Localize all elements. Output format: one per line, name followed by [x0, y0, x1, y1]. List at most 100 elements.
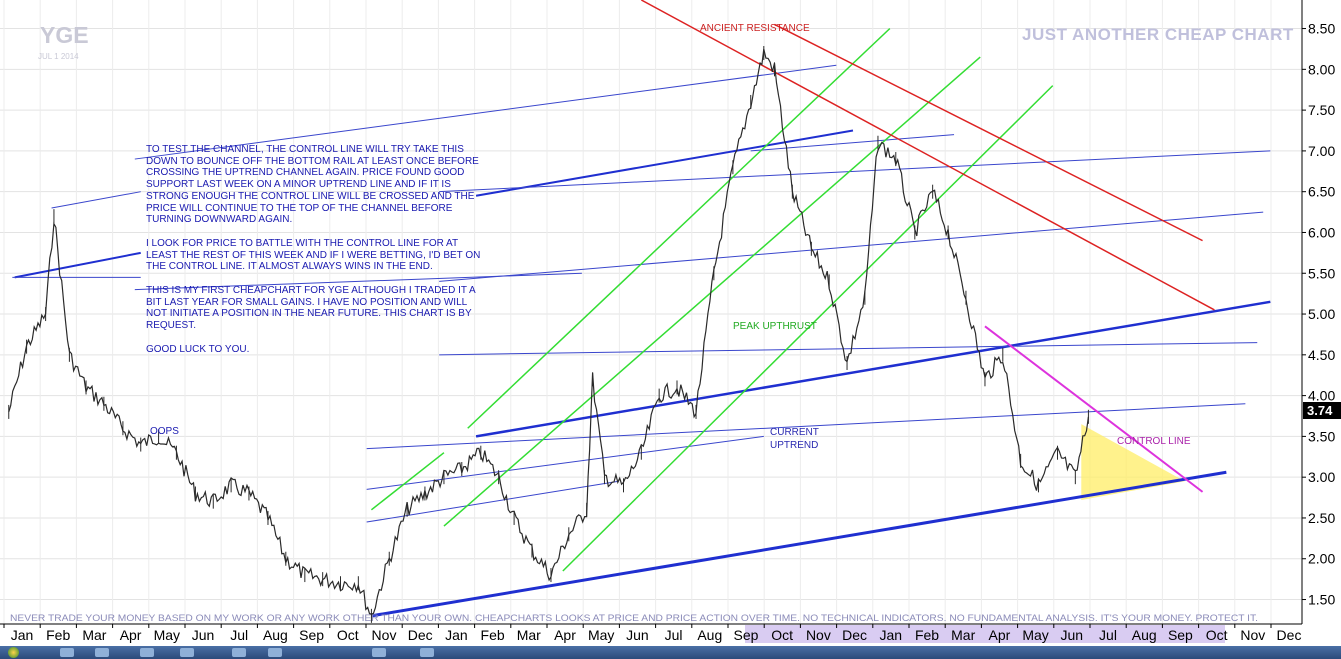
y-tick-label: 5.50: [1308, 265, 1335, 281]
x-tick-label: Oct: [771, 627, 793, 643]
note-paragraph: I LOOK FOR PRICE TO BATTLE WITH THE CONT…: [146, 237, 481, 273]
x-tick-label: Jun: [626, 627, 649, 643]
x-tick-label: Sep: [299, 627, 324, 643]
taskbar-button[interactable]: [372, 648, 386, 657]
channel-rail: [14, 251, 141, 279]
y-tick-label: 7.00: [1308, 143, 1335, 159]
taskbar-button[interactable]: [268, 648, 282, 657]
x-tick-label: Aug: [1132, 627, 1157, 643]
x-tick-label: Aug: [263, 627, 288, 643]
x-tick-label: Oct: [1206, 627, 1228, 643]
x-tick-label: Sep: [734, 627, 759, 643]
trend-lines: [12, 0, 1271, 618]
price-series: [8, 46, 1089, 623]
channel-thin-line: [439, 211, 1264, 282]
x-tick-label: Jun: [1061, 627, 1084, 643]
x-tick-label: Jan: [11, 627, 34, 643]
control-triangle: [1081, 424, 1185, 501]
last-price-badge: 3.74: [1303, 402, 1341, 419]
chart-grid: [0, 0, 1302, 624]
annotation-uptrend: UPTREND: [770, 440, 818, 451]
y-tick-label: 6.50: [1308, 184, 1335, 200]
y-tick-label: 2.00: [1308, 551, 1335, 567]
channel-thin-line: [134, 64, 837, 160]
x-tick-label: Jul: [665, 627, 683, 643]
annotation-oops: OOPS: [150, 426, 179, 437]
y-tick-label: 8.00: [1308, 61, 1335, 77]
y-tick-label: 6.00: [1308, 224, 1335, 240]
y-tick-label: 1.50: [1308, 592, 1335, 608]
price-line: [8, 48, 1089, 615]
x-tick-label: May: [154, 627, 180, 643]
start-orb-icon[interactable]: [8, 647, 19, 658]
taskbar-button[interactable]: [140, 648, 154, 657]
x-axis-highlight: [745, 625, 1225, 643]
x-tick-label: Jan: [880, 627, 903, 643]
y-tick-label: 7.50: [1308, 102, 1335, 118]
resistance-line: [640, 0, 1215, 311]
x-tick-label: Jan: [445, 627, 468, 643]
taskbar-button[interactable]: [420, 648, 434, 657]
y-axis: 8.50 8.00 7.50 7.00 6.50 6.00 5.50 5.00 4.50 4.00…: [1301, 0, 1335, 624]
annotation-peak-upthrust: PEAK UPTHRUST: [733, 321, 817, 332]
channel-thin-line: [51, 191, 141, 209]
x-tick-label: Mar: [82, 627, 106, 643]
x-tick-label: Dec: [1277, 627, 1302, 643]
y-tick-label: 5.00: [1308, 306, 1335, 322]
ticker-label: YGE: [40, 22, 89, 48]
x-tick-label: Apr: [989, 627, 1011, 643]
channel-thin-line: [439, 150, 1271, 193]
channel-thin-line: [366, 403, 1246, 450]
taskbar-button[interactable]: [60, 648, 74, 657]
y-tick-label: 4.50: [1308, 347, 1335, 363]
x-tick-label: Oct: [337, 627, 359, 643]
green-channel-line: [467, 28, 891, 429]
x-axis: Jan Feb Mar Apr May Jun Jul Aug Sep Oct Nov Dec Jan F…: [0, 623, 1302, 643]
channel-thin-line: [750, 134, 955, 152]
y-tick-label: 2.50: [1308, 510, 1335, 526]
x-tick-label: Nov: [1240, 627, 1265, 643]
windows-taskbar: [0, 646, 1341, 659]
channel-thin-line: [439, 342, 1258, 356]
x-tick-label: May: [1022, 627, 1048, 643]
green-channel-line: [370, 452, 445, 511]
x-tick-label: Dec: [408, 627, 433, 643]
green-channel-line: [562, 85, 1054, 572]
note-paragraph: GOOD LUCK TO YOU.: [146, 343, 250, 355]
uptrend-middle-rail: [475, 300, 1271, 438]
x-tick-label: Sep: [1168, 627, 1193, 643]
taskbar-button[interactable]: [232, 648, 246, 657]
x-tick-label: Jul: [1099, 627, 1117, 643]
annotation-ancient-resistance: ANCIENT RESISTANCE: [700, 23, 810, 34]
disclaimer: NEVER TRADE YOUR MONEY BASED ON MY WORK …: [10, 613, 1258, 624]
x-tick-label: Apr: [120, 627, 142, 643]
control-line: [984, 325, 1204, 493]
annotation-control-line: CONTROL LINE: [1117, 436, 1191, 447]
x-tick-label: Aug: [697, 627, 722, 643]
green-channel-line: [443, 56, 981, 527]
y-tick-label: 3.00: [1308, 469, 1335, 485]
resistance-line: [774, 23, 1203, 242]
taskbar-button[interactable]: [180, 648, 194, 657]
y-tick-label: 8.50: [1308, 21, 1335, 37]
last-price-value: 3.74: [1307, 403, 1333, 418]
x-tick-label: Nov: [372, 627, 397, 643]
x-tick-label: Dec: [842, 627, 867, 643]
x-tick-label: Mar: [517, 627, 541, 643]
taskbar-button[interactable]: [95, 648, 109, 657]
y-tick-label: 4.00: [1308, 388, 1335, 404]
note-paragraph: THIS IS MY FIRST CHEAPCHART FOR YGE ALTH…: [146, 285, 476, 332]
channel-rail: [475, 129, 854, 197]
x-tick-label: Jun: [192, 627, 215, 643]
date-label: JUL 1 2014: [38, 52, 79, 61]
chart-header: JUST ANOTHER CHEAP CHART: [1022, 25, 1294, 44]
x-tick-label: Feb: [915, 627, 939, 643]
x-tick-label: Apr: [554, 627, 576, 643]
y-tick-label: 3.50: [1308, 428, 1335, 444]
commentary-notes: TO TEST THE CHANNEL, THE CONTROL LINE WI…: [146, 144, 486, 368]
x-tick-label: Jul: [230, 627, 248, 643]
channel-thin-line: [366, 435, 764, 490]
note-paragraph: TO TEST THE CHANNEL, THE CONTROL LINE WI…: [146, 144, 479, 226]
uptrend-bottom-rail: [371, 470, 1227, 618]
